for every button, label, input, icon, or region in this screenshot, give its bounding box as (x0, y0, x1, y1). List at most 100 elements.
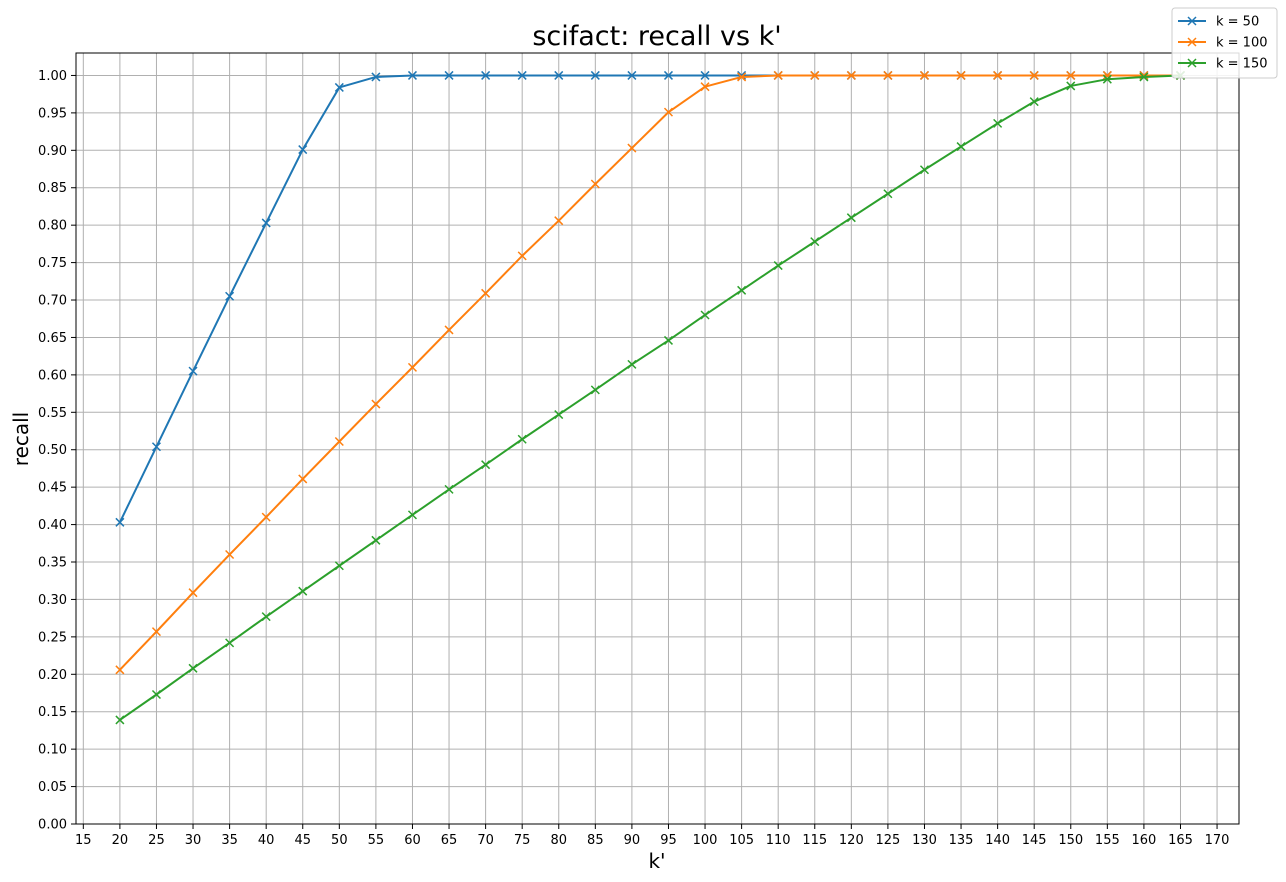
data-point-marker (554, 410, 564, 420)
data-point-marker (261, 218, 271, 228)
data-point-marker (627, 70, 637, 80)
legend-marker (1187, 37, 1197, 47)
x-tick-label: 115 (802, 833, 827, 848)
data-point-marker (261, 612, 271, 622)
data-point-marker (773, 70, 783, 80)
series-line (119, 74, 1181, 671)
series-2 (115, 70, 1186, 675)
data-point-marker (919, 70, 930, 80)
data-point-marker (261, 512, 271, 522)
x-tick-label: 30 (185, 833, 202, 848)
y-tick-label: 0.75 (38, 256, 67, 271)
x-tick-label: 140 (985, 833, 1010, 848)
data-point-marker (1139, 70, 1149, 80)
data-point-marker (481, 70, 491, 80)
x-tick-label: 135 (949, 833, 974, 848)
data-point-marker (993, 70, 1003, 80)
data-point-marker (188, 366, 198, 376)
data-point-marker (517, 70, 527, 80)
data-point-marker (1029, 70, 1039, 80)
x-tick-label: 40 (258, 833, 275, 848)
data-point-marker (663, 335, 674, 345)
data-point-marker (590, 179, 600, 189)
data-point-marker (737, 72, 747, 82)
y-tick-label: 0.30 (38, 593, 67, 608)
data-point-marker (334, 561, 344, 571)
data-point-marker (517, 251, 527, 261)
x-tick-label: 35 (221, 833, 238, 848)
x-tick-label: 60 (404, 833, 421, 848)
legend-marker (1187, 16, 1197, 26)
y-tick-label: 0.00 (38, 818, 67, 833)
data-point-marker (407, 70, 417, 80)
data-point-marker (481, 288, 491, 298)
data-point-marker (151, 689, 161, 700)
data-point-marker (590, 385, 600, 395)
y-tick-label: 0.35 (38, 556, 67, 571)
data-point-marker (810, 237, 820, 247)
y-axis-title: recall (9, 412, 33, 466)
data-point-marker (371, 535, 381, 545)
data-point-marker (1102, 74, 1112, 84)
x-tick-label: 150 (1058, 833, 1083, 848)
data-point-marker (115, 715, 125, 725)
y-tick-label: 0.80 (38, 219, 67, 234)
x-tick-label: 85 (587, 833, 604, 848)
y-tick-label: 0.15 (38, 705, 67, 720)
y-tick-label: 0.60 (38, 368, 67, 383)
data-point-marker (298, 145, 308, 155)
x-tick-label: 110 (766, 833, 791, 848)
series-1 (115, 70, 1186, 527)
x-tick-label: 50 (331, 833, 348, 848)
x-tick-label: 80 (550, 833, 567, 848)
x-tick-label: 145 (1022, 833, 1047, 848)
x-tick-label: 170 (1205, 833, 1230, 848)
data-point-marker (700, 70, 710, 80)
x-tick-label: 165 (1168, 833, 1193, 848)
x-tick-label: 55 (368, 833, 385, 848)
data-point-marker (188, 588, 198, 598)
data-point-marker (188, 663, 198, 673)
data-point-marker (115, 517, 125, 527)
data-point-marker (700, 310, 710, 320)
legend-label: k = 150 (1216, 57, 1268, 72)
data-point-marker (810, 70, 820, 80)
legend-box (1171, 7, 1278, 79)
data-point-marker (554, 216, 564, 226)
data-point-marker (773, 261, 783, 271)
data-point-marker (554, 70, 564, 80)
y-tick-label: 0.20 (38, 668, 67, 683)
data-point-marker (1066, 70, 1076, 80)
data-point-marker (371, 72, 381, 82)
legend-label: k = 100 (1216, 36, 1268, 51)
plot-frame (75, 52, 1240, 825)
data-point-marker (225, 638, 235, 648)
series-layer (115, 70, 1186, 725)
data-point-marker (407, 510, 417, 520)
data-point-marker (737, 285, 747, 295)
x-tick-label: 125 (875, 833, 900, 848)
legend-marker (1187, 58, 1197, 68)
data-point-marker (627, 359, 637, 369)
data-point-marker (444, 484, 454, 494)
data-point-marker (663, 107, 674, 117)
y-tick-label: 0.50 (38, 443, 67, 458)
x-tick-label: 75 (514, 833, 531, 848)
y-tick-label: 0.55 (38, 406, 67, 421)
x-tick-label: 15 (75, 833, 92, 848)
series-line (119, 74, 1181, 721)
legend-entry: k = 150 (1178, 57, 1268, 72)
data-point-marker (334, 82, 344, 92)
data-point-marker (444, 325, 454, 335)
data-point-marker (846, 213, 856, 223)
y-tick-label: 0.85 (38, 181, 67, 196)
x-tick-label: 130 (912, 833, 937, 848)
data-point-marker (846, 70, 856, 80)
x-tick-label: 160 (1131, 833, 1156, 848)
x-tick-label: 70 (477, 833, 494, 848)
x-axis-title: k' (648, 849, 665, 873)
x-tick-label: 95 (660, 833, 677, 848)
data-point-marker (371, 399, 381, 409)
y-tick-label: 0.95 (38, 106, 67, 121)
y-tick-label: 0.25 (38, 630, 67, 645)
